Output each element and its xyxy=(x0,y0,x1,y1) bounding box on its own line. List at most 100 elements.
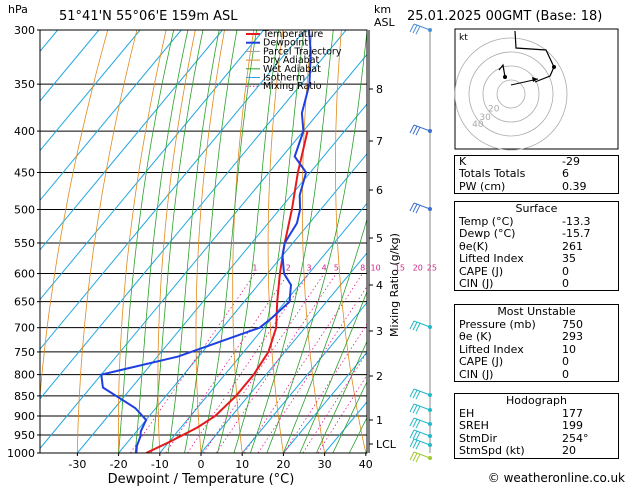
unstable-index-row: θe (K) 293 xyxy=(455,330,618,344)
mixing-ratio-tick: 10 xyxy=(371,264,381,273)
mixing-ratio-line xyxy=(317,374,367,453)
wind-barb-dot xyxy=(428,393,432,397)
unstable-index-value: 0 xyxy=(562,367,569,381)
mixing-ratio-tick: 15 xyxy=(395,264,405,273)
pressure-tick: 950 xyxy=(14,429,35,442)
wind-barb-flag xyxy=(415,126,421,136)
hodograph-index-label: EH xyxy=(459,407,475,420)
surface-index-value: 0 xyxy=(562,276,569,290)
pressure-tick: 700 xyxy=(14,322,35,335)
wind-barb-flag xyxy=(409,124,415,134)
legend-label: Mixing Ratio xyxy=(263,81,322,92)
isotherm xyxy=(40,30,141,152)
wind-barb-flag xyxy=(412,430,418,440)
pressure-tick: 900 xyxy=(14,410,35,423)
hodograph-index-label: SREH xyxy=(459,419,489,433)
unstable-indices: Pressure (mb) 750 θe (K) 293 Lifted Index 10 C… xyxy=(455,318,618,381)
wind-barb-dot xyxy=(428,456,432,460)
temp-tick: 10 xyxy=(235,458,249,471)
hodograph-ring-label: 30 xyxy=(479,113,491,123)
surface-index-row: Lifted Index 35 xyxy=(455,252,618,266)
dewpoint-line xyxy=(100,30,312,453)
copyright-text: © weatheronline.co.uk xyxy=(488,471,625,485)
isotherm xyxy=(241,301,367,453)
wind-barb-flag xyxy=(409,23,415,33)
mixing-ratio-line xyxy=(215,273,337,453)
km-tick: 8 xyxy=(376,83,383,96)
isotherm xyxy=(40,30,265,301)
wet-adiabat xyxy=(200,30,257,453)
wind-barb-flag xyxy=(412,24,418,34)
hodograph-index-row: EH 177 xyxy=(455,407,618,420)
unstable-index-label: Pressure (mb) xyxy=(459,318,536,331)
wind-barb-flag xyxy=(409,403,415,413)
isotherm xyxy=(40,30,347,400)
surface-indices: Temp (°C) -13.3 Dewp (°C) -15.7 θe(K) 261 Lift… xyxy=(455,215,618,290)
surface-index-value: 0 xyxy=(562,264,569,278)
hodograph-index-value: 177 xyxy=(562,407,583,420)
hodograph-ring-label: 20 xyxy=(488,104,500,114)
legend-label: Dry Adiabat xyxy=(263,55,320,66)
dry-adiabat xyxy=(399,30,449,453)
wind-barb-flag xyxy=(409,451,415,461)
wet-adiabat xyxy=(151,30,204,453)
unstable-index-label: CAPE (J) xyxy=(459,355,504,369)
mixing-ratio-tick: 5 xyxy=(334,264,339,273)
mixing-ratio-line xyxy=(257,285,367,453)
wet-adiabat xyxy=(134,30,189,453)
wind-barb-flag xyxy=(412,418,418,428)
unstable-index-value: 293 xyxy=(562,330,583,344)
wind-barb-flag xyxy=(415,440,421,450)
legend-label: Dewpoint xyxy=(263,38,308,49)
surface-index-value: 35 xyxy=(562,252,576,266)
surface-index-label: Lifted Index xyxy=(459,252,524,266)
wind-barb-dot xyxy=(428,129,432,133)
hodograph-ring xyxy=(496,79,526,109)
unstable-index-row: CAPE (J) 0 xyxy=(455,355,618,369)
km-tick: 6 xyxy=(376,184,383,197)
dry-adiabat xyxy=(118,30,167,453)
mixing-ratio-tick: 3 xyxy=(306,264,311,273)
hodograph-index-label: StmSpd (kt) xyxy=(459,444,525,458)
general-index-value: 0.39 xyxy=(562,179,587,193)
wind-barb-flag xyxy=(415,204,421,214)
pressure-tick: 850 xyxy=(14,390,35,403)
unstable-index-row: CIN (J) 0 xyxy=(455,367,618,381)
unstable-index-label: CIN (J) xyxy=(459,367,494,381)
mixing-ratio-line xyxy=(203,273,325,453)
unstable-index-value: 750 xyxy=(562,318,583,331)
km-tick: 2 xyxy=(376,370,383,383)
hodograph-trace-low xyxy=(498,63,506,78)
dry-adiabat xyxy=(195,30,225,453)
hodograph-index-value: 199 xyxy=(562,419,583,433)
wind-barb-flag xyxy=(409,388,415,398)
pressure-tick: 800 xyxy=(14,369,35,382)
dry-adiabat xyxy=(267,30,284,453)
general-index-label: Totals Totals xyxy=(459,167,526,181)
hodograph-ring xyxy=(468,51,554,137)
hodograph-ring xyxy=(482,65,540,123)
legend-label: Isotherm xyxy=(263,73,305,84)
wet-adiabat xyxy=(250,30,334,453)
pressure-tick: 350 xyxy=(14,78,35,91)
unstable-index-label: θe (K) xyxy=(459,330,492,344)
wet-adiabat xyxy=(332,380,367,453)
isotherm xyxy=(283,351,367,453)
hodograph-index-value: 254° xyxy=(562,431,589,445)
dry-adiabat xyxy=(157,30,196,453)
general-index-row: K -29 xyxy=(455,155,618,168)
isotherm xyxy=(159,202,367,453)
km-tick: 1 xyxy=(376,414,383,427)
wind-barb-flag xyxy=(412,452,418,462)
hodograph-unit: kt xyxy=(459,33,468,43)
wind-barb-flag xyxy=(415,322,421,332)
surface-title: Surface xyxy=(515,202,558,215)
index-table-unstable: Most Unstable Pressure (mb) 750 θe (K) 293 L… xyxy=(454,304,619,382)
pressure-tick: 300 xyxy=(14,24,35,37)
temp-tick: 30 xyxy=(318,458,332,471)
general-index-row: Totals Totals 6 xyxy=(455,167,618,181)
plot-frame xyxy=(39,29,368,454)
wind-barb-flag xyxy=(412,125,418,135)
